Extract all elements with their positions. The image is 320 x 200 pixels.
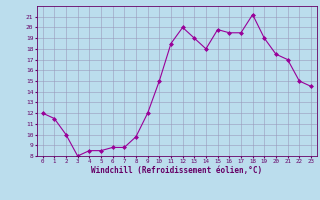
X-axis label: Windchill (Refroidissement éolien,°C): Windchill (Refroidissement éolien,°C): [91, 166, 262, 175]
